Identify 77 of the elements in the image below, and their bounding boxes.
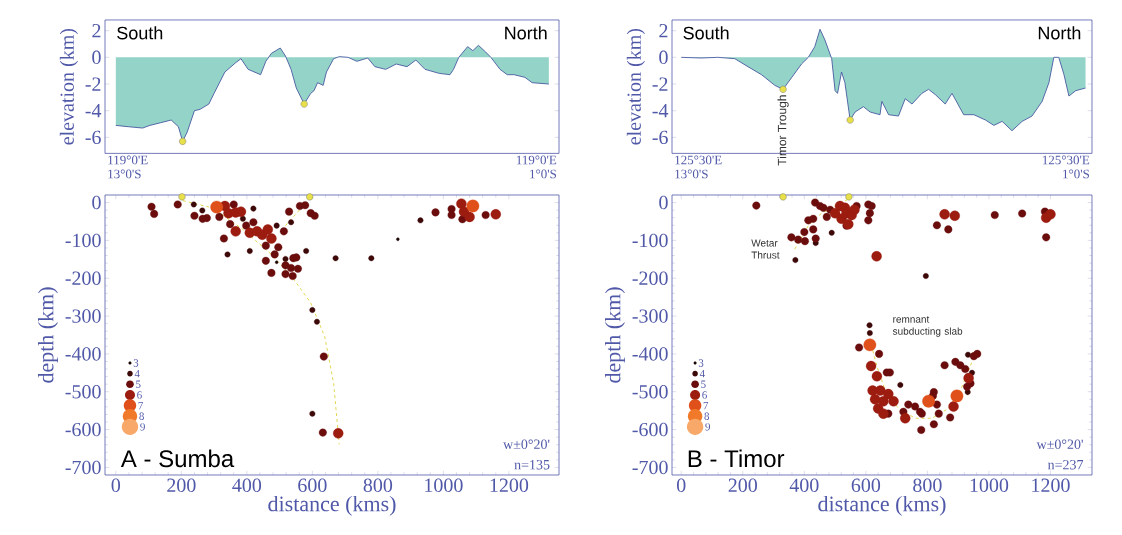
x-tick-label: 800 <box>913 478 942 493</box>
y-tick-label: -4 <box>652 104 669 118</box>
annotation: A - Sumba <box>120 449 235 468</box>
y-tick-label: -300 <box>632 309 668 323</box>
x-tick-label: 600 <box>851 478 881 493</box>
y-tick-label: 0 <box>92 195 101 210</box>
legend-label: 9 <box>140 423 145 431</box>
y-tick-label: -200 <box>65 271 101 285</box>
legend-label: 6 <box>702 391 707 399</box>
text: 119°0'E 13°0'S <box>108 155 148 179</box>
annotation: B - Timor <box>688 449 785 468</box>
legend-label: 8 <box>704 412 710 420</box>
annotation: North <box>505 26 547 40</box>
legend-label: 6 <box>137 391 142 399</box>
y-tick-label: -200 <box>632 271 668 285</box>
annotation: Wetar Thrust <box>751 239 780 259</box>
annotation: remnant subducting slab <box>892 316 963 337</box>
x-tick-label: 600 <box>298 478 327 493</box>
x-tick-label: 200 <box>167 478 196 493</box>
text: 125°30'E 1°0'S <box>1042 155 1090 179</box>
y-tick-label: -6 <box>85 130 101 145</box>
legend-label: 5 <box>136 380 141 388</box>
legend-label: 4 <box>699 370 705 378</box>
y-tick-label: -600 <box>65 422 101 437</box>
y-axis-title: elevation (km) <box>626 28 645 145</box>
x-tick-label: 800 <box>363 478 393 493</box>
y-axis-title: elevation (km) <box>59 28 78 145</box>
y-tick-label: -2 <box>85 77 101 91</box>
y-tick-label: -400 <box>65 347 101 361</box>
annotation: North <box>1038 26 1081 40</box>
legend-label: 7 <box>703 401 709 410</box>
y-tick-label: -600 <box>632 422 668 437</box>
x-tick-label: 0 <box>677 478 686 493</box>
text: 119°0'E 1°0'S <box>516 155 557 179</box>
y-axis-title: depth (km) <box>605 287 625 383</box>
y-tick-label: -6 <box>652 130 668 145</box>
y-tick-label: -500 <box>632 385 668 399</box>
x-tick-label: 400 <box>789 478 819 493</box>
x-tick-label: 1000 <box>970 478 1009 493</box>
x-tick-label: 200 <box>728 478 758 493</box>
y-tick-label: -2 <box>652 77 668 91</box>
y-tick-label: -4 <box>85 104 102 118</box>
y-axis-title: depth (km) <box>38 287 58 383</box>
y-tick-label: -500 <box>65 385 101 399</box>
legend-label: 5 <box>701 380 706 388</box>
legend-label: 4 <box>134 370 140 378</box>
legend-label: 8 <box>139 412 144 420</box>
legend-label: 7 <box>138 401 144 410</box>
annotation: South <box>117 26 163 40</box>
annotation: w±0°20' <box>1036 439 1083 449</box>
y-tick-label: 2 <box>92 24 101 38</box>
x-tick-label: 1000 <box>425 478 463 493</box>
y-tick-label: 2 <box>659 24 668 38</box>
y-tick-label: -300 <box>65 309 101 323</box>
x-axis-title: distance (kms) <box>268 495 396 516</box>
annotation: Timor Trough <box>777 95 789 166</box>
x-tick-label: 1200 <box>490 478 529 493</box>
y-tick-label: 0 <box>92 50 101 65</box>
legend-label: 3 <box>698 359 704 367</box>
text: 125°30'E 13°0'S <box>675 155 722 179</box>
x-tick-label: 0 <box>111 478 121 493</box>
legend-label: 3 <box>133 359 139 367</box>
x-axis-title: distance (kms) <box>818 495 946 516</box>
y-tick-label: 0 <box>659 50 668 65</box>
y-tick-label: -700 <box>65 460 101 475</box>
legend-label: 9 <box>705 423 711 431</box>
annotation: n=135 <box>514 460 550 470</box>
y-tick-label: -400 <box>632 347 668 361</box>
annotation: South <box>683 26 729 40</box>
y-tick-label: 0 <box>659 195 668 210</box>
x-tick-label: 400 <box>232 478 262 493</box>
y-tick-label: -100 <box>65 233 101 248</box>
annotation: n=237 <box>1047 460 1084 470</box>
y-tick-label: -100 <box>632 233 668 248</box>
annotation: w±0°20' <box>503 439 550 449</box>
x-tick-label: 1200 <box>1032 478 1070 493</box>
y-tick-label: -700 <box>632 460 668 475</box>
